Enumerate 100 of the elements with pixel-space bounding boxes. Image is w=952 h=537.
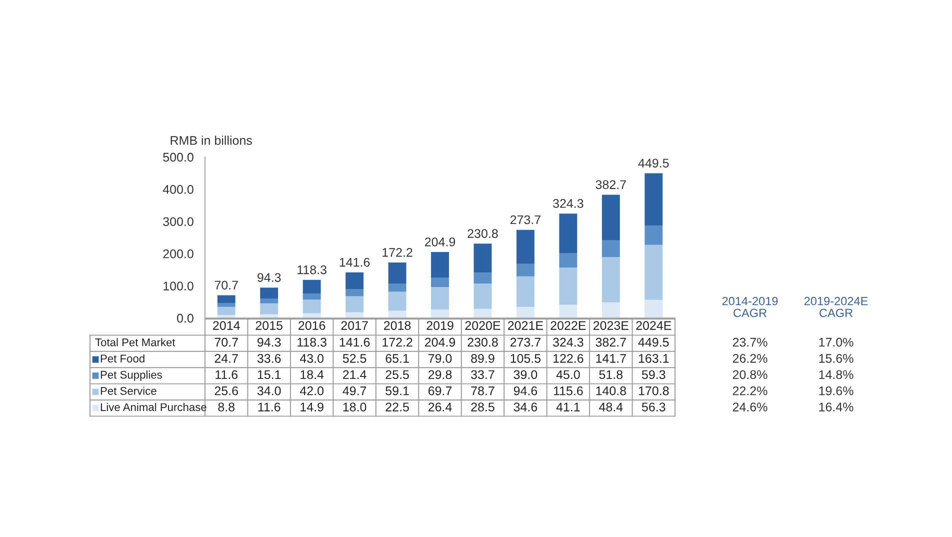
bar [559, 253, 578, 268]
data-label: 45.0 [556, 370, 580, 380]
text: 19.6% [819, 386, 854, 396]
bar [644, 244, 663, 300]
data-label: 25.6 [214, 386, 238, 396]
bar [559, 214, 578, 254]
data-label: 170.8 [638, 386, 669, 396]
y-tick-label: 100.0 [164, 282, 194, 290]
bar [302, 313, 321, 318]
data-label: 33.7 [471, 370, 494, 380]
text: 70.7 [214, 338, 238, 347]
x-tick-label: 2022E [550, 321, 586, 330]
bar [516, 230, 534, 264]
data-label: 89.9 [471, 354, 494, 363]
bar [431, 287, 449, 310]
data-label: 59.1 [386, 386, 409, 396]
total-label: 382.7 [596, 180, 626, 190]
data-label: 24.7 [214, 354, 238, 363]
data-label: 33.6 [257, 354, 281, 363]
bar [346, 296, 364, 312]
data-label: 8.8 [218, 402, 235, 412]
data-label: 140.8 [596, 386, 626, 396]
text: 324.3 [553, 338, 584, 347]
text: 17.0% [819, 338, 854, 347]
data-label: 115.6 [554, 386, 583, 396]
total-label: 141.6 [340, 258, 370, 267]
text: 382.7 [596, 338, 626, 347]
bar [217, 303, 236, 307]
total-label: 172.2 [382, 248, 412, 257]
text: 22.2% [732, 386, 768, 396]
x-tick-label: 2019 [426, 321, 454, 330]
bar [302, 294, 321, 300]
text: 20.8% [732, 370, 768, 380]
data-label: 42.0 [300, 386, 324, 396]
data-label: 56.3 [642, 402, 666, 412]
total-label: 449.5 [638, 158, 669, 168]
x-tick-label: 2023E [593, 321, 628, 330]
data-label: 48.4 [599, 402, 623, 412]
data-label: 52.5 [342, 354, 366, 363]
y-tick-label: 200.0 [163, 249, 194, 258]
total-label: 94.3 [258, 273, 281, 282]
data-label: 34.0 [257, 386, 281, 396]
legend-label: Pet Supplies [100, 370, 162, 381]
data-label: 26.4 [428, 402, 452, 412]
data-label: 39.0 [514, 370, 538, 380]
bar [260, 288, 278, 298]
bar [516, 306, 534, 318]
bar [346, 289, 364, 296]
bar [260, 303, 278, 314]
bar [602, 257, 620, 302]
total-label: 273.7 [510, 215, 540, 224]
y-tick-label: 0.0 [177, 314, 194, 323]
bar [602, 194, 620, 240]
data-label: 34.6 [514, 402, 538, 412]
bar [346, 272, 364, 290]
text: 172.2 [382, 338, 412, 347]
x-tick-label: 2016 [298, 321, 326, 330]
data-label: 51.8 [599, 370, 623, 380]
data-label: 18.4 [300, 370, 324, 380]
bar [302, 300, 321, 314]
bar [302, 280, 321, 294]
bar [388, 262, 406, 284]
text: 23.7% [732, 338, 768, 347]
data-label: 78.7 [471, 386, 494, 396]
bar [559, 304, 578, 318]
x-tick-label: 2024E [636, 321, 672, 330]
bar [474, 308, 492, 318]
data-label: 43.0 [300, 354, 324, 363]
data-label: 49.7 [342, 386, 366, 396]
text: 24.6% [732, 402, 768, 412]
data-label: 41.1 [556, 402, 580, 412]
bar [474, 283, 492, 309]
data-label: 122.6 [553, 354, 584, 363]
x-tick-label: 2015 [256, 321, 282, 330]
bar [516, 264, 534, 276]
bar [217, 306, 236, 316]
y-tick-label: 400.0 [162, 185, 194, 194]
bar [602, 302, 620, 318]
data-label: 163.1 [638, 354, 669, 363]
y-axis-title: RMB in billions [170, 136, 252, 145]
bar [431, 252, 449, 278]
bar [217, 295, 236, 304]
x-tick-label: 2017 [341, 321, 368, 330]
data-label: 141.7 [596, 354, 626, 363]
bar [559, 268, 578, 305]
data-label: 69.7 [428, 386, 452, 396]
bar [602, 240, 620, 258]
text: 14.8% [819, 370, 854, 380]
data-label: 94.6 [514, 386, 538, 396]
bar [474, 244, 492, 273]
bar [431, 277, 449, 288]
total-label: 118.3 [298, 265, 326, 274]
x-tick-label: 2020E [465, 321, 500, 330]
data-label: 79.0 [428, 354, 452, 363]
data-label: 11.6 [258, 402, 280, 412]
text: 2014-2019 CAGR [722, 296, 778, 318]
data-label: 11.6 [216, 370, 238, 380]
bar [516, 276, 534, 307]
data-label: 28.5 [471, 402, 494, 412]
bar [644, 300, 663, 318]
